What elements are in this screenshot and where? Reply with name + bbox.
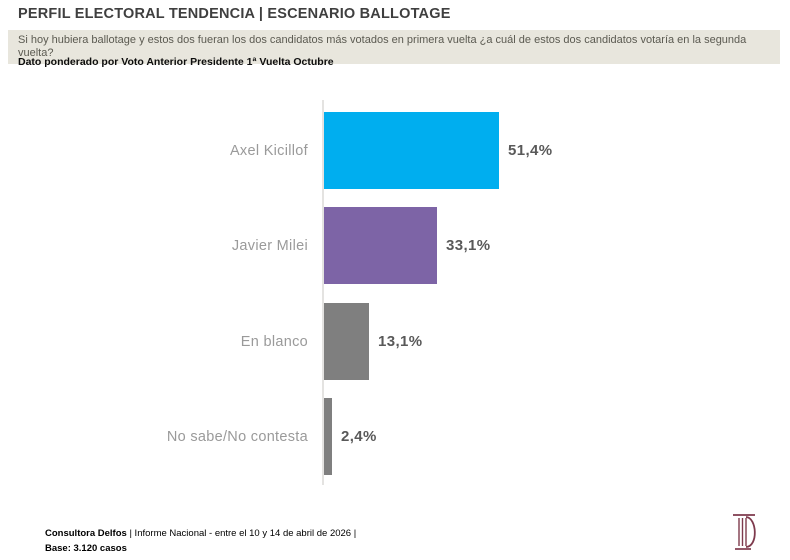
page-title: PERFIL ELECTORAL TENDENCIA | ESCENARIO B… [18,6,451,22]
category-label: Javier Milei [231,237,308,254]
value-label: 2,4% [341,428,377,445]
source-name: Consultora Delfos [45,528,127,539]
ballotage-bar-chart: Axel Kicillof 51,4% Javier Milei 33,1% En bl… [0,100,790,500]
bar [324,398,332,475]
bar-row: Javier Milei 33,1% [0,207,790,284]
bar-row: Axel Kicillof 51,4% [0,112,790,189]
value-label: 33,1% [446,237,491,254]
survey-question: Si hoy hubiera ballotage y estos dos fue… [8,30,780,64]
bar [324,303,369,380]
bar [324,112,499,189]
weighting-note: Dato ponderado por Voto Anterior Preside… [18,56,334,68]
category-label: No sabe/No contesta [166,428,308,445]
source-footer: Consultora Delfos | Informe Nacional - e… [45,526,356,556]
bar-row: En blanco 13,1% [0,303,790,380]
value-label: 51,4% [508,142,553,159]
value-label: 13,1% [378,333,423,350]
consultora-delfos-logo [733,514,756,550]
bar [324,207,437,284]
chart-baseline-axis [322,100,324,485]
source-detail: | Informe Nacional - entre el 10 y 14 de… [126,528,357,539]
bar-row: No sabe/No contesta 2,4% [0,398,790,475]
category-label: Axel Kicillof [229,142,308,159]
sample-base: Base: 3.120 casos [45,543,127,554]
category-label: En blanco [240,333,308,350]
